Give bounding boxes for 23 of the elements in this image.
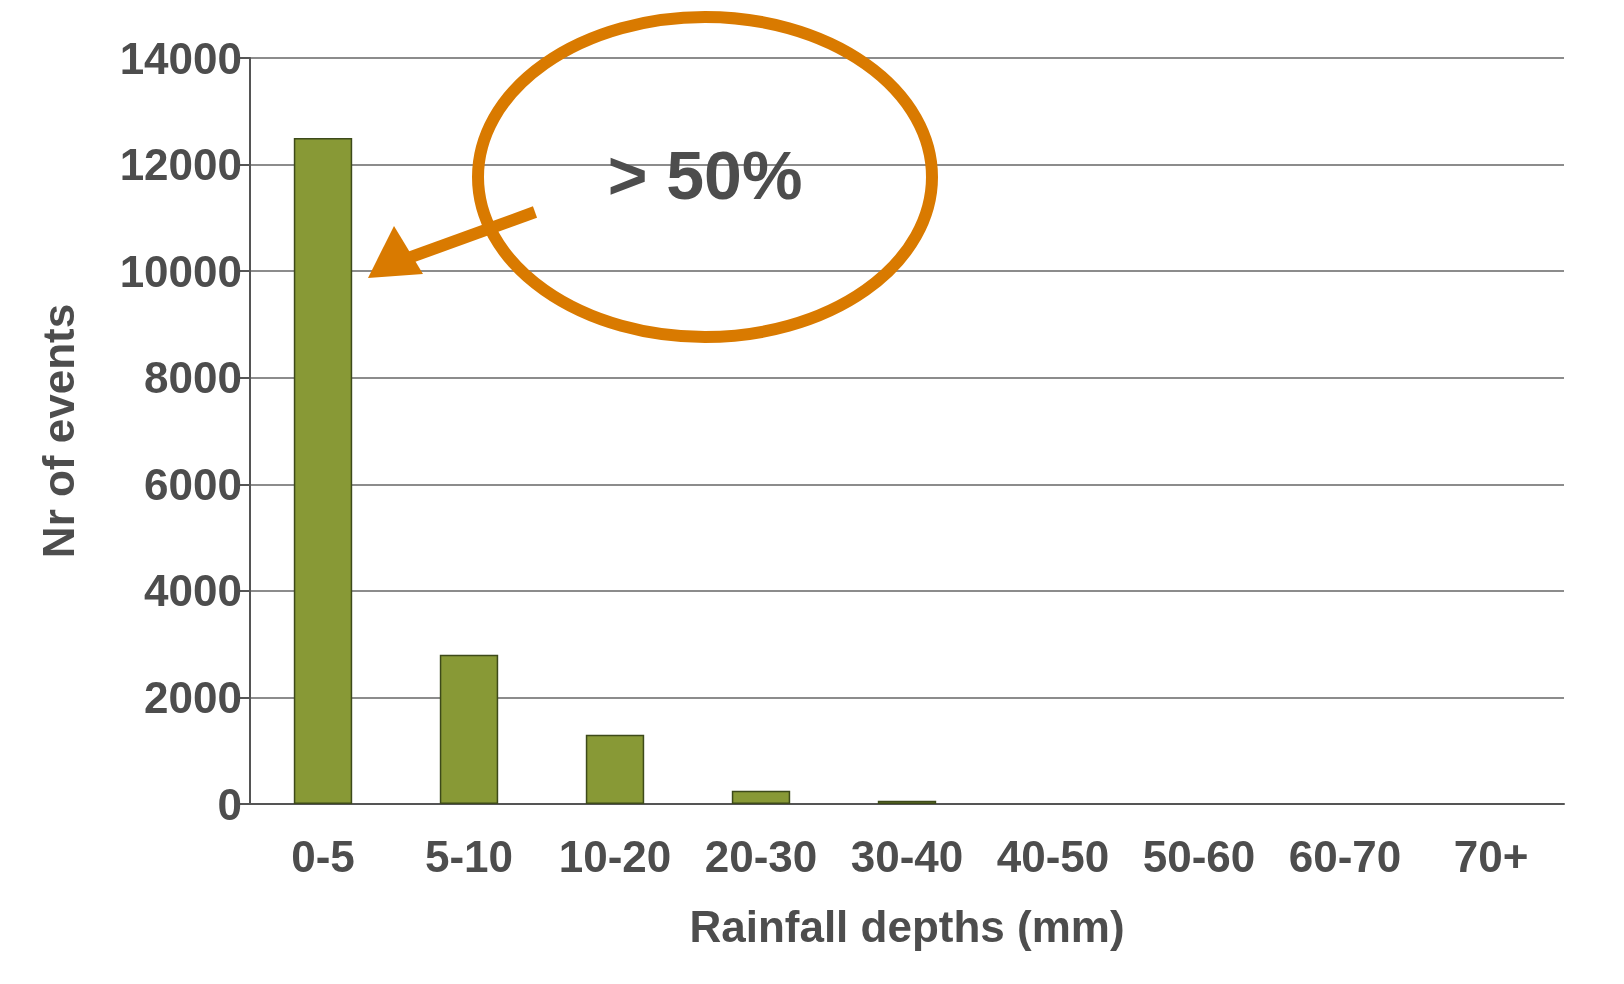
x-tick-label: 60-70 [1288,831,1402,881]
y-tick-label: 8000 [144,353,242,403]
bar [731,790,791,804]
x-tick-label: 50-60 [1142,831,1256,881]
x-axis-title: Rainfall depths (mm) [689,901,1125,951]
bar [585,734,645,804]
y-tick-label: 12000 [119,140,242,190]
x-tick-label: 5-10 [424,831,514,881]
y-tick-label: 4000 [144,566,242,616]
bar [439,654,499,804]
x-tick-label: 20-30 [704,831,818,881]
y-tick-label: 10000 [119,246,242,296]
y-tick-label: 0 [217,779,242,829]
x-tick-label: 70+ [1453,831,1529,881]
y-tick-label: 14000 [119,33,242,83]
x-tick-label: 10-20 [558,831,672,881]
bar [293,137,353,804]
x-tick-label: 30-40 [850,831,964,881]
x-tick-label: 0-5 [291,831,355,881]
y-tick-label: 6000 [144,459,242,509]
x-tick-label: 40-50 [996,831,1110,881]
y-axis-title: Nr of events [33,303,83,559]
y-tick-label: 2000 [144,672,242,722]
